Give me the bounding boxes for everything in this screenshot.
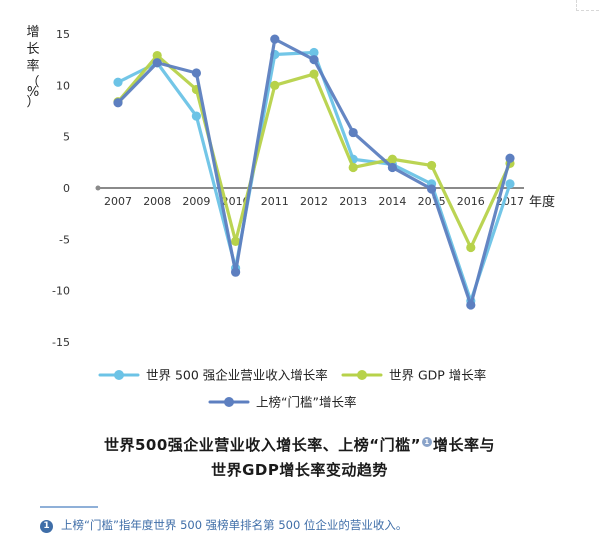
footnote-ref-badge: 1 (422, 437, 432, 447)
y-tick-label: -10 (52, 285, 70, 298)
figure-caption-line2: 世界GDP增长率变动趋势 (211, 461, 388, 479)
y-tick-label: 0 (63, 182, 70, 195)
y-axis-title: 增长率（%） (26, 25, 39, 110)
x-tick-label: 2016 (457, 195, 485, 208)
y-tick-label: -5 (59, 233, 70, 246)
legend-label: 世界 500 强企业营业收入增长率 (146, 368, 328, 383)
y-tick-label: 15 (56, 28, 70, 41)
y-tick-label: 10 (56, 79, 70, 92)
legend-swatch-marker (114, 370, 124, 380)
x-tick-label: 2012 (300, 195, 328, 208)
caption-text-b: 增长率与 (433, 436, 496, 454)
figure-caption-line1: 世界500强企业营业收入增长率、上榜“门槛” 1 增长率与 (0, 434, 599, 455)
y-axis-title-char: 增 (26, 25, 39, 40)
legend-label: 世界 GDP 增长率 (389, 368, 486, 383)
data-point (427, 184, 437, 194)
y-axis-title-char: % (27, 85, 39, 100)
legend-label: 上榜“门槛”增长率 (256, 395, 356, 410)
data-point (309, 55, 319, 65)
data-point (505, 153, 515, 163)
data-point (348, 162, 358, 173)
caption-text-a: 世界500强企业营业收入增长率、上榜“门槛” (103, 436, 421, 454)
series-1 (113, 47, 515, 306)
data-point (427, 160, 437, 171)
y-axis-ticks: 15 10 5 0 -5 -10 -15 (52, 28, 70, 349)
footnote: 1 上榜“门槛”指年度世界 500 强榜单排名第 500 位企业的营业收入。 (40, 517, 407, 533)
y-axis-title-char: 长 (26, 42, 39, 57)
series-line (116, 50, 512, 303)
footnote-divider (40, 506, 98, 508)
data-point (309, 47, 319, 58)
data-point (466, 242, 476, 253)
x-tick-label: 2015 (418, 195, 446, 208)
y-axis-title-char: （ (26, 75, 39, 90)
y-tick-label: -15 (52, 336, 70, 349)
x-axis-title: 年度 (529, 194, 555, 210)
series-2 (113, 50, 515, 253)
data-point (191, 111, 201, 121)
legend-swatch-marker (224, 397, 234, 407)
x-tick-label: 2008 (143, 195, 171, 208)
x-axis-end-dot (95, 185, 101, 191)
data-point (113, 77, 123, 87)
data-point (152, 50, 162, 61)
data-point (191, 68, 201, 78)
legend-item-2: 世界 GDP 增长率 (341, 368, 486, 383)
footnote-badge: 1 (40, 520, 53, 533)
y-axis-title-char: ） (26, 95, 39, 110)
legend-item-3: 上榜“门槛”增长率 (208, 395, 356, 410)
x-tick-label: 2007 (104, 195, 132, 208)
x-tick-label: 2011 (261, 195, 289, 208)
data-point (270, 80, 280, 90)
x-tick-label: 2009 (182, 195, 210, 208)
series-3 (113, 34, 515, 310)
data-point (113, 98, 123, 108)
y-tick-label: 5 (63, 131, 70, 144)
data-point (152, 58, 162, 68)
data-point (387, 154, 397, 164)
footnote-text: 上榜“门槛”指年度世界 500 强榜单排名第 500 位企业的营业收入。 (61, 518, 408, 532)
corner-mark (576, 0, 599, 11)
x-tick-label: 2010 (222, 195, 250, 208)
data-point (231, 236, 241, 246)
x-axis-ticks: 2007 2008 2009 2010 2011 2012 2013 2014 2015 2016… (104, 195, 524, 208)
y-axis-title-char: 率 (26, 58, 39, 74)
series-line (116, 37, 512, 307)
series-layer (113, 34, 515, 310)
x-tick-label: 2014 (378, 195, 406, 208)
legend-item-1: 世界 500 强企业营业收入增长率 (98, 368, 328, 383)
data-point (466, 300, 476, 310)
data-point (348, 127, 358, 138)
legend-swatch-marker (357, 370, 367, 380)
data-point (505, 179, 515, 189)
data-point (309, 69, 319, 79)
data-point (231, 267, 241, 277)
data-point (270, 34, 280, 44)
data-point (387, 162, 397, 173)
series-line (116, 53, 512, 250)
x-tick-label: 2013 (339, 195, 367, 208)
